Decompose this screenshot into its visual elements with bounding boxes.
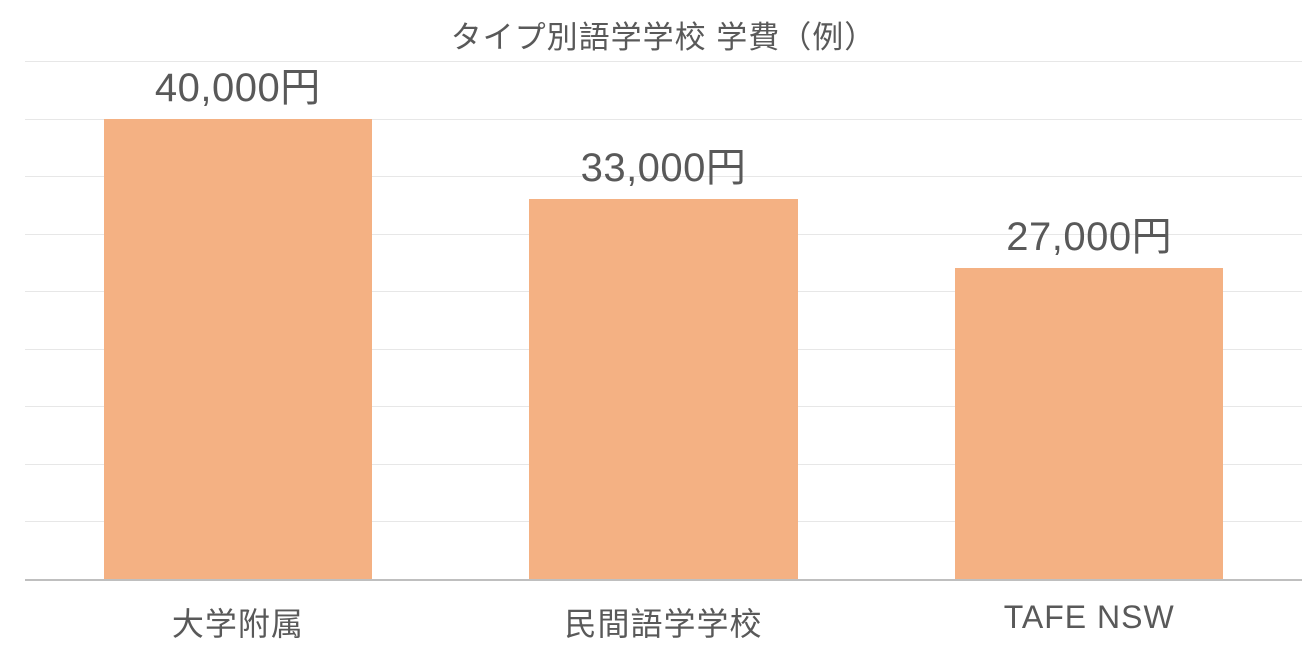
x-axis-label: 民間語学学校 <box>451 599 877 645</box>
plot-area: 40,000円 33,000円 27,000円 <box>25 61 1302 581</box>
bar-wrapper: 33,000円 <box>529 61 797 579</box>
bar <box>529 199 797 579</box>
bar <box>104 119 372 579</box>
bar <box>955 268 1223 579</box>
bar-value-label: 33,000円 <box>529 135 797 193</box>
bar-chart: タイプ別語学学校 学費（例） 40,000円 33,000円 27,000円 大学附… <box>0 0 1312 644</box>
bars-container: 40,000円 33,000円 27,000円 <box>25 61 1302 579</box>
x-axis-labels: 大学附属民間語学学校TAFE NSW <box>25 581 1302 645</box>
chart-title: タイプ別語学学校 学費（例） <box>25 10 1302 61</box>
bar-group: 33,000円 <box>451 61 877 579</box>
bar-wrapper: 40,000円 <box>104 61 372 579</box>
bar-value-label: 27,000円 <box>955 204 1223 262</box>
bar-value-label: 40,000円 <box>104 55 372 113</box>
x-axis-label: 大学附属 <box>25 599 451 645</box>
x-axis-label: TAFE NSW <box>876 599 1302 645</box>
bar-wrapper: 27,000円 <box>955 61 1223 579</box>
bar-group: 40,000円 <box>25 61 451 579</box>
bar-group: 27,000円 <box>876 61 1302 579</box>
